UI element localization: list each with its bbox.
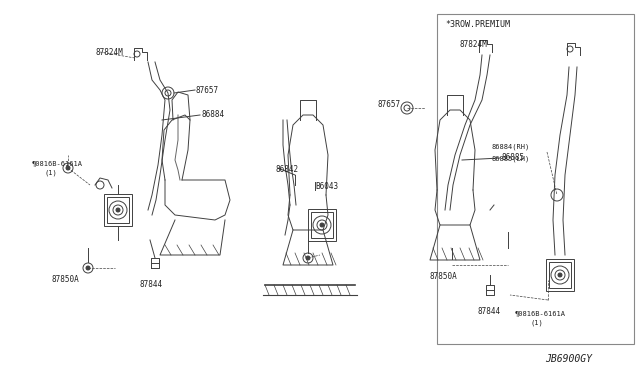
Bar [437,14,634,344]
Text: 87850A: 87850A [430,272,458,281]
Text: 87844: 87844 [477,307,500,316]
Circle shape [401,102,413,114]
Bar [107,197,129,223]
Circle shape [96,181,104,189]
Circle shape [162,87,174,99]
Bar [311,212,333,238]
Circle shape [66,166,70,170]
Text: ¶0816B-6161A: ¶0816B-6161A [515,310,566,316]
Circle shape [503,213,513,223]
Circle shape [499,209,517,227]
Circle shape [555,270,565,280]
Text: 87657: 87657 [196,86,219,95]
Text: B6043: B6043 [315,182,338,191]
Circle shape [506,216,510,220]
Circle shape [303,253,313,263]
Bar [494,202,522,234]
Circle shape [447,260,457,270]
Bar [308,209,336,241]
Text: 86885: 86885 [501,153,524,162]
Text: JB6900GY: JB6900GY [545,354,592,364]
Circle shape [86,266,90,270]
Circle shape [546,298,550,302]
Text: 87657: 87657 [378,100,401,109]
Text: ¶0816B-6161A: ¶0816B-6161A [32,160,83,166]
Circle shape [320,223,324,227]
Circle shape [109,201,127,219]
Circle shape [551,189,563,201]
Circle shape [479,43,485,49]
Bar [549,262,571,288]
Text: 87824M: 87824M [460,40,488,49]
Bar [546,259,574,291]
Text: 86884: 86884 [201,110,224,119]
Circle shape [306,256,310,260]
Circle shape [113,205,123,215]
Bar [497,205,519,231]
Text: 87824M: 87824M [95,48,123,57]
Bar [104,194,132,226]
Circle shape [317,220,327,230]
Circle shape [116,208,120,212]
Text: *3ROW.PREMIUM: *3ROW.PREMIUM [445,20,510,29]
Circle shape [551,266,569,284]
Circle shape [63,163,73,173]
Text: 87850A: 87850A [52,275,80,284]
Circle shape [558,273,562,277]
Circle shape [313,216,331,234]
Text: 87844: 87844 [140,280,163,289]
Circle shape [134,51,140,57]
Circle shape [450,263,454,267]
Text: 86884(RH): 86884(RH) [492,144,531,151]
Circle shape [567,46,573,52]
Text: 86842: 86842 [275,165,298,174]
Circle shape [165,90,171,96]
Text: (1): (1) [44,169,57,176]
Text: 86885(LH): 86885(LH) [492,155,531,161]
Circle shape [404,105,410,111]
Text: (1): (1) [530,319,543,326]
Circle shape [83,263,93,273]
Circle shape [543,295,553,305]
